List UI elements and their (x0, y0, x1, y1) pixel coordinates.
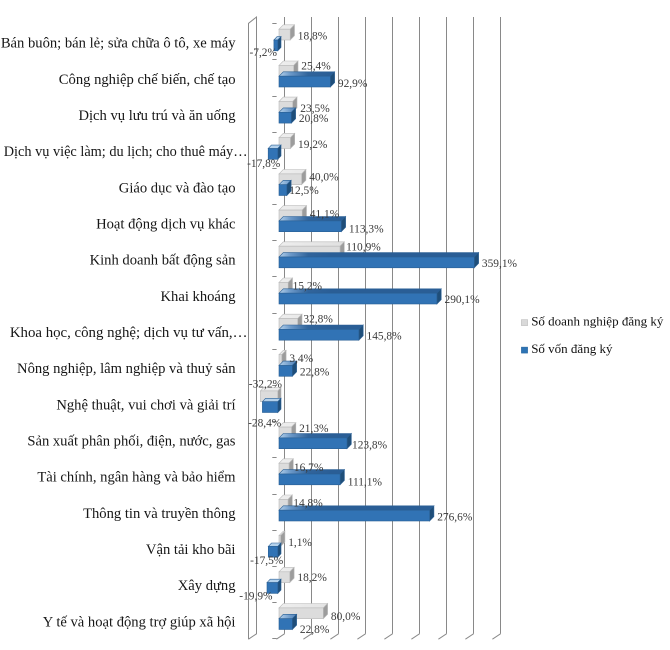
svg-text:32,8%: 32,8% (303, 314, 333, 326)
svg-text:123,8%: 123,8% (352, 439, 388, 451)
svg-text:15,2%: 15,2% (293, 281, 323, 293)
svg-text:-17,5%: -17,5% (250, 555, 284, 567)
svg-text:Nghệ thuật, vui chơi và giải t: Nghệ thuật, vui chơi và giải trí (56, 397, 235, 413)
svg-text:20,8%: 20,8% (299, 113, 329, 125)
svg-text:41,1%: 41,1% (310, 208, 340, 220)
svg-text:21,3%: 21,3% (299, 423, 329, 435)
svg-text:Công nghiệp chế biến, chế tạo: Công nghiệp chế biến, chế tạo (59, 72, 236, 88)
svg-text:22,8%: 22,8% (300, 624, 330, 636)
svg-text:Nông nghiệp, lâm nghiệp và thu: Nông nghiệp, lâm nghiệp và thuỷ sản (17, 361, 236, 377)
svg-text:Bán buôn; bán lẻ; sửa chữa ô t: Bán buôn; bán lẻ; sửa chữa ô tô, xe máy (1, 36, 236, 52)
svg-text:Khai khoáng: Khai khoáng (161, 289, 237, 305)
svg-text:-17,8%: -17,8% (247, 158, 281, 170)
svg-text:Hoạt động dịch vụ khác: Hoạt động dịch vụ khác (96, 217, 236, 233)
svg-text:18,2%: 18,2% (297, 572, 327, 584)
svg-text:110,9%: 110,9% (346, 241, 381, 253)
svg-text:290,1%: 290,1% (445, 294, 481, 306)
svg-text:Xây dựng: Xây dựng (178, 578, 236, 594)
svg-text:113,3%: 113,3% (349, 224, 384, 236)
svg-text:14,8%: 14,8% (293, 498, 323, 510)
svg-text:3,4%: 3,4% (289, 353, 313, 365)
svg-text:12,5%: 12,5% (289, 185, 319, 197)
svg-text:80,0%: 80,0% (331, 611, 361, 623)
svg-text:92,9%: 92,9% (338, 78, 368, 90)
svg-text:Khoa học, công nghệ; dịch vụ t: Khoa học, công nghệ; dịch vụ tư vấn,… (10, 325, 248, 341)
svg-text:23,5%: 23,5% (300, 103, 330, 115)
svg-text:25,4%: 25,4% (301, 61, 331, 73)
svg-text:Kinh doanh bất động sản: Kinh doanh bất động sản (90, 253, 237, 269)
svg-text:Sản xuất phân phối, điện, nước: Sản xuất phân phối, điện, nước, gas (27, 434, 235, 450)
svg-text:-28,4%: -28,4% (248, 418, 282, 430)
svg-text:40,0%: 40,0% (309, 172, 339, 184)
svg-text:276,6%: 276,6% (437, 511, 473, 523)
svg-text:-32,2%: -32,2% (249, 379, 283, 391)
svg-text:Giáo dục và đào tạo: Giáo dục và đào tạo (119, 180, 236, 196)
svg-text:Dịch vụ việc làm; du lịch; cho: Dịch vụ việc làm; du lịch; cho thuê máy… (4, 144, 248, 160)
svg-text:1,1%: 1,1% (288, 537, 312, 549)
svg-text:22,8%: 22,8% (300, 366, 330, 378)
svg-text:111,1%: 111,1% (348, 477, 383, 489)
svg-text:-7,2%: -7,2% (249, 47, 277, 59)
svg-text:-19,9%: -19,9% (239, 590, 273, 602)
svg-text:Thông tin và truyền thông: Thông tin và truyền thông (83, 506, 236, 522)
svg-text:Số vốn đăng ký: Số vốn đăng ký (531, 341, 613, 356)
svg-text:18,8%: 18,8% (298, 30, 328, 42)
svg-text:Y tế và hoạt động trợ giúp xã: Y tế và hoạt động trợ giúp xã hội (43, 614, 236, 630)
svg-text:19,2%: 19,2% (298, 139, 328, 151)
svg-text:Vận tải kho bãi: Vận tải kho bãi (146, 542, 236, 558)
svg-text:Tài chính, ngân hàng và bảo hi: Tài chính, ngân hàng và bảo hiểm (37, 470, 236, 486)
svg-text:359,1%: 359,1% (482, 258, 518, 270)
svg-text:145,8%: 145,8% (367, 331, 403, 343)
svg-text:16,7%: 16,7% (294, 462, 324, 474)
svg-text:Số doanh nghiệp đăng ký: Số doanh nghiệp đăng ký (531, 313, 664, 328)
svg-text:Dịch vụ lưu trú và ăn uống: Dịch vụ lưu trú và ăn uống (78, 108, 236, 124)
